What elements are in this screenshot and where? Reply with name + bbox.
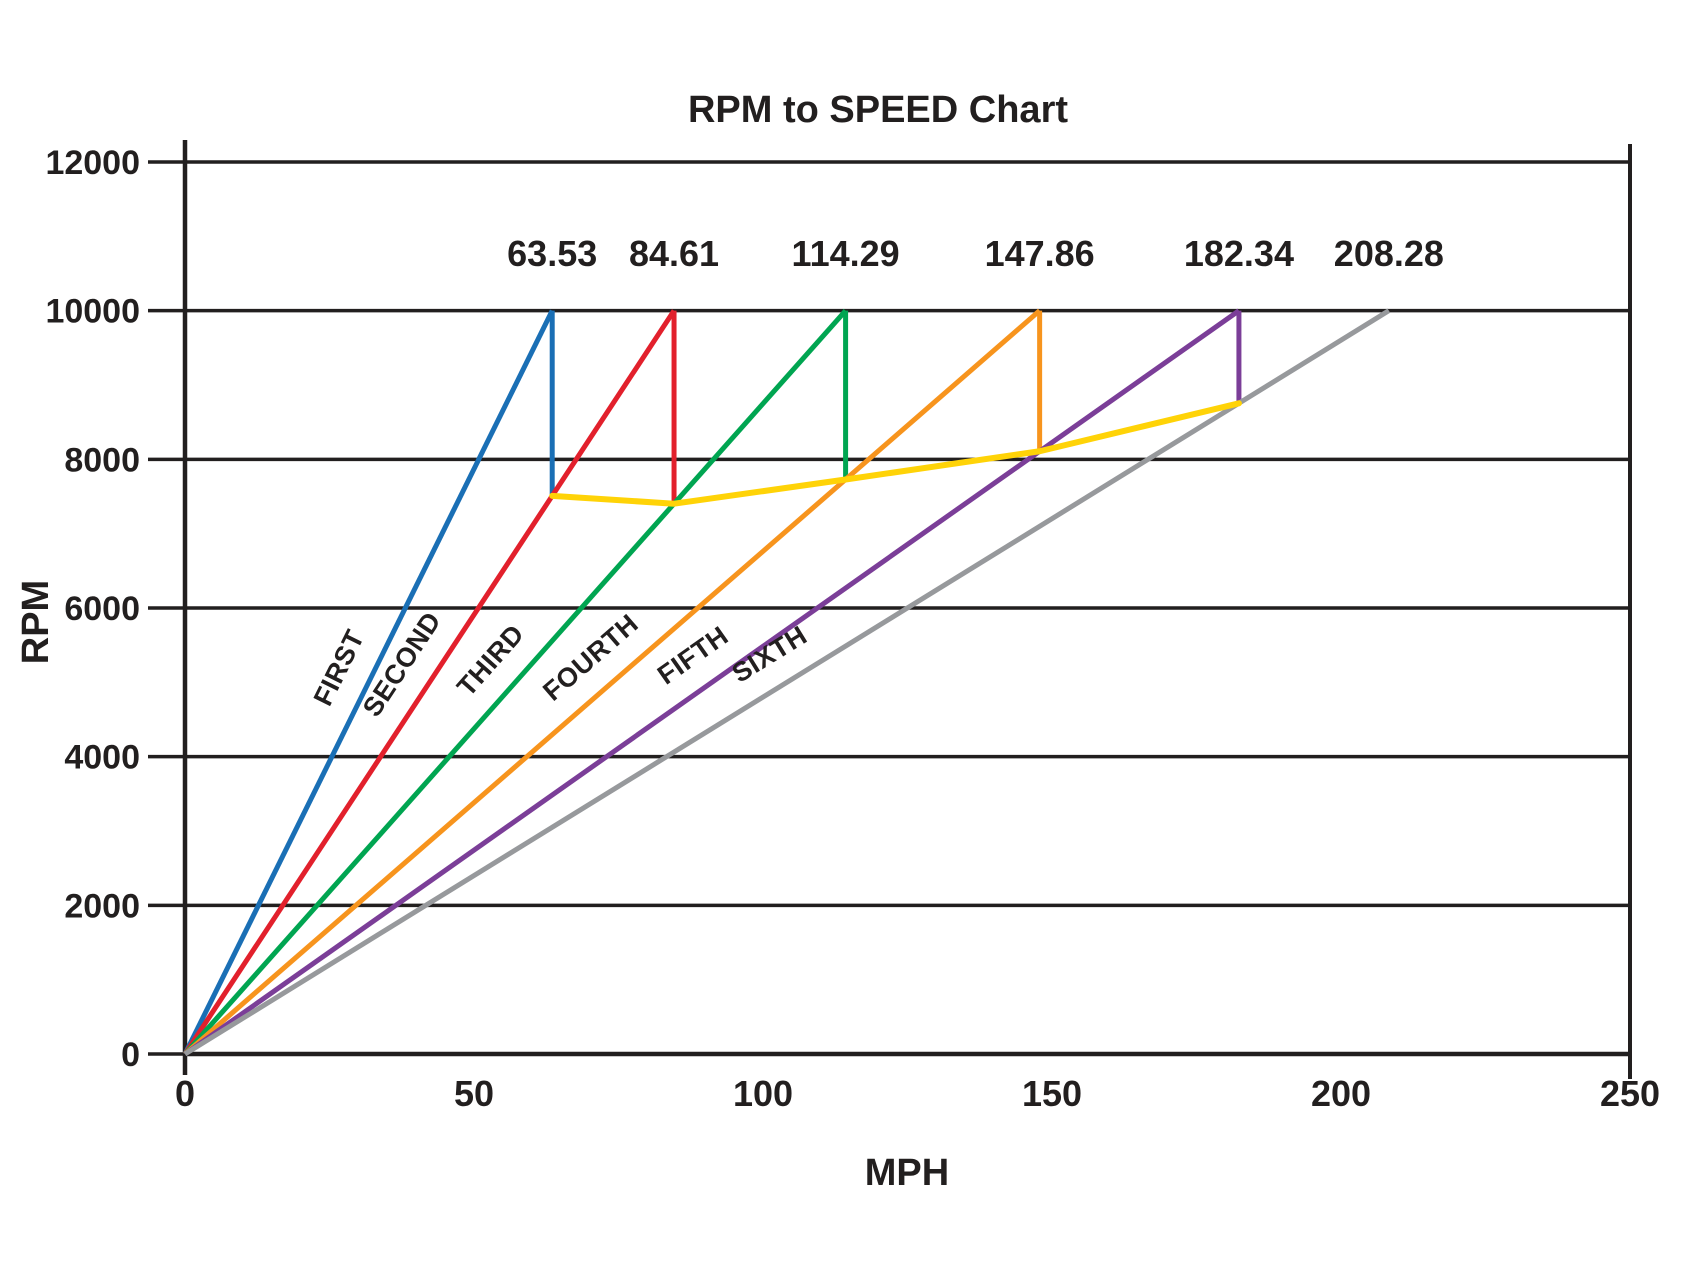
chart-labels: 0 2000 4000 6000 8000 10000 12000 0 50 100 150 200 2…: [45, 144, 1660, 1114]
gear-line-second: [182, 309, 677, 1056]
gear-name-label-sixth: SIXTH: [727, 620, 813, 689]
gear-name-label-fifth: FIFTH: [652, 620, 734, 690]
peak-speed-label-sixth: 208.28: [1334, 233, 1444, 274]
gear-line-third: [183, 309, 848, 1056]
peak-speed-label-fourth: 147.86: [985, 233, 1095, 274]
x-tick-label-100: 100: [733, 1073, 793, 1114]
y-tick-label-10000: 10000: [45, 293, 140, 331]
peak-speed-label-fifth: 182.34: [1184, 233, 1294, 274]
x-tick-label-0: 0: [175, 1073, 195, 1114]
x-tick-label-150: 150: [1022, 1073, 1082, 1114]
shift-line-layer: [549, 400, 1242, 507]
gear-line-first: [182, 309, 555, 1056]
y-tick-label-2000: 2000: [64, 887, 140, 925]
gear-line-fourth: [183, 308, 1042, 1056]
x-axis-title: MPH: [865, 1152, 949, 1194]
shift-rpm-curve: [549, 400, 1242, 507]
gear-name-label-fourth: FOURTH: [537, 608, 644, 706]
x-tick-label-50: 50: [454, 1073, 494, 1114]
gear-name-label-second: SECOND: [357, 606, 447, 721]
peak-speed-label-second: 84.61: [629, 233, 719, 274]
y-axis-title: RPM: [15, 580, 57, 664]
x-tick-label-250: 250: [1600, 1073, 1660, 1114]
y-tick-label-0: 0: [121, 1036, 140, 1074]
gear-line-fifth: [183, 308, 1241, 1057]
gear-lines: [182, 308, 1391, 1057]
y-tick-label-6000: 6000: [64, 590, 140, 628]
x-tick-label-200: 200: [1311, 1073, 1371, 1114]
y-tick-label-12000: 12000: [45, 144, 140, 182]
y-tick-label-4000: 4000: [64, 739, 140, 777]
peak-speed-label-first: 63.53: [507, 233, 597, 274]
axes: [148, 140, 1632, 1079]
chart-title: RPM to SPEED Chart: [688, 89, 1068, 131]
gear-line-sixth: [183, 308, 1391, 1057]
peak-speed-label-third: 114.29: [792, 233, 900, 274]
y-tick-label-8000: 8000: [64, 441, 140, 479]
